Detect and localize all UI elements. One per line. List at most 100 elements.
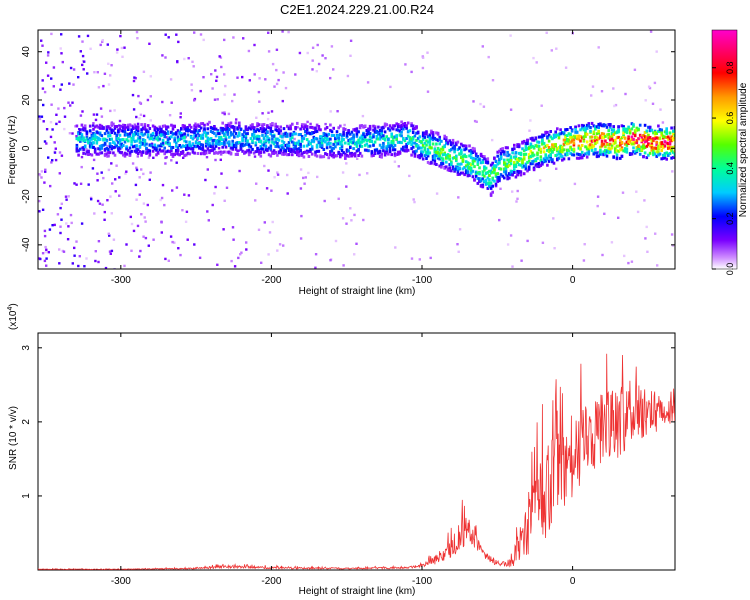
heatmap-cell [589,135,592,139]
heatmap-cell [191,137,195,141]
heatmap-cell [136,122,140,126]
heatmap-cell [233,129,236,133]
heatmap-cell [622,149,625,153]
heatmap-cell [541,142,544,146]
heatmap-cell [609,125,612,129]
heatmap-cell [171,189,174,192]
heatmap-cell [426,140,430,144]
heatmap-cell [292,132,296,136]
heatmap-cell [189,130,193,134]
heatmap-cell [566,153,569,157]
heatmap-cell [102,137,105,141]
heatmap-cell [673,126,675,130]
heatmap-cell [443,152,446,156]
heatmap-cell [337,136,340,140]
heatmap-cell [272,151,276,155]
heatmap-cell [136,132,140,136]
heatmap-cell [151,145,155,149]
heatmap-cell [402,148,405,152]
heatmap-cell [158,125,162,129]
heatmap-cell [155,153,158,157]
heatmap-cell [539,158,543,162]
heatmap-cell [559,144,562,148]
heatmap-cell [352,133,355,137]
heatmap-cell [204,139,208,143]
heatmap-cell [300,152,304,156]
heatmap-cell [397,123,400,127]
heatmap-cell [426,135,430,139]
heatmap-cell [67,101,70,104]
heatmap-cell [665,132,668,136]
heatmap-cell [619,156,622,160]
heatmap-cell [610,133,614,137]
heatmap-cell [115,137,118,140]
heatmap-cell [503,176,506,180]
heatmap-cell [544,156,547,160]
heatmap-cell [304,130,307,134]
heatmap-cell [296,153,299,157]
heatmap-cell [41,208,45,211]
heatmap-cell [215,75,219,79]
heatmap-cell [455,165,458,169]
heatmap-cell [600,132,604,136]
heatmap-cell [217,147,221,150]
heatmap-cell [555,167,558,170]
heatmap-cell [190,89,194,92]
heatmap-cell [122,144,125,147]
heatmap-cell [259,140,263,143]
heatmap-cell [531,136,534,140]
heatmap-cell [501,150,504,154]
heatmap-cell [155,133,158,137]
heatmap-cell [77,153,80,157]
heatmap-cell [329,123,332,127]
heatmap-cell [352,135,355,139]
heatmap-cell [600,142,604,146]
heatmap-cell [53,223,56,227]
heatmap-cell [667,137,670,141]
heatmap-cell [286,143,289,147]
colorbar-tick-label: 0.6 [725,112,735,125]
heatmap-cell [479,161,483,165]
heatmap-cell [143,125,147,129]
heatmap-cell [193,136,196,140]
spectrogram-cells [38,30,675,269]
heatmap-cell [102,143,105,147]
heatmap-cell [216,139,220,142]
heatmap-cell [405,137,408,140]
heatmap-cell [358,151,362,155]
heatmap-cell [226,150,229,154]
heatmap-cell [120,46,124,50]
heatmap-cell [469,171,473,175]
heatmap-cell [552,144,556,148]
heatmap-cell [219,152,223,156]
heatmap-cell [418,155,422,158]
heatmap-cell [228,142,231,146]
heatmap-cell [309,125,312,129]
heatmap-cell [380,152,383,156]
heatmap-cell [473,157,476,161]
heatmap-cell [203,130,206,134]
heatmap-cell [135,166,138,169]
heatmap-cell [355,134,359,138]
heatmap-cell [635,128,639,132]
heatmap-cell [513,155,516,159]
heatmap-cell [436,131,440,135]
snr-y-multiplier: (x104) [7,303,19,330]
heatmap-cell [107,83,111,86]
heatmap-cell [672,132,675,136]
heatmap-cell [358,126,362,130]
heatmap-cell [99,43,102,47]
heatmap-cell [85,257,88,260]
heatmap-cell [562,132,566,136]
heatmap-cell [274,150,277,154]
heatmap-cell [382,136,385,140]
heatmap-cell [632,146,635,150]
heatmap-cell [370,136,374,140]
heatmap-cell [163,132,166,136]
heatmap-cell [341,217,345,220]
heatmap-cell [92,158,96,162]
heatmap-cell [572,149,576,153]
heatmap-cell [314,150,317,154]
heatmap-cell [448,163,451,167]
heatmap-cell [115,144,118,148]
